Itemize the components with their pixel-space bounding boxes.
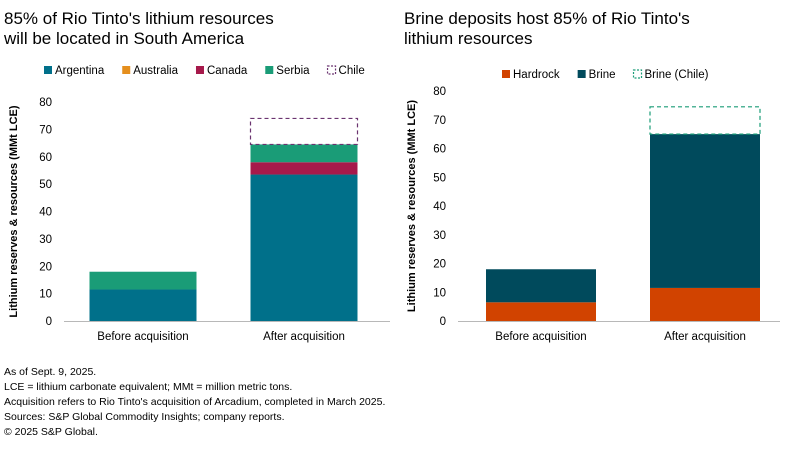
- y-axis-title-left: Lithium reserves & resources (MMt LCE): [8, 105, 20, 317]
- x-category-label-right-1: After acquisition: [664, 331, 746, 343]
- footnote-lce: LCE = lithium carbonate equivalent; MMt …: [4, 381, 293, 393]
- footnotes: As of Sept. 9, 2025. LCE = lithium carbo…: [4, 365, 385, 440]
- legend-label-right-2: Brine (Chile): [645, 69, 709, 81]
- bar-left-1-chile: [249, 117, 359, 146]
- legend-swatch-right-0: [502, 70, 510, 78]
- y-tick-label-right-5: 50: [433, 172, 446, 184]
- x-category-label-left-0: Before acquisition: [97, 331, 188, 343]
- legend-swatch-right-1: [577, 70, 586, 78]
- y-tick-label-left-2: 20: [39, 261, 52, 273]
- bar-right-0-hardrock: [486, 302, 596, 321]
- legend-swatch-left-3: [265, 66, 274, 74]
- bar-left-0-serbia: [89, 271, 197, 290]
- bar-right-1-brine: [650, 134, 760, 288]
- legend-label-left-1: Australia: [133, 65, 178, 77]
- bar-left-1-argentina: [250, 174, 358, 321]
- bar-right-1-hardrock: [650, 287, 760, 321]
- chart-title-right: Brine deposits host 85% of Rio Tinto's l…: [404, 9, 690, 48]
- x-category-label-right-0: Before acquisition: [495, 331, 586, 343]
- y-tick-label-right-8: 80: [433, 86, 446, 98]
- bar-left-0-argentina: [89, 289, 197, 321]
- y-tick-label-left-5: 50: [39, 179, 52, 191]
- legend-label-left-4: Chile: [339, 65, 365, 77]
- legend-swatch-left-4: [326, 65, 337, 75]
- legend-swatch-left-0: [44, 66, 52, 74]
- bar-left-1-serbia: [250, 144, 358, 163]
- y-tick-label-left-0: 0: [46, 316, 52, 328]
- y-tick-label-left-7: 70: [39, 124, 52, 136]
- footnote-acquisition: Acquisition refers to Rio Tinto's acquis…: [4, 396, 386, 408]
- y-tick-label-left-1: 10: [39, 289, 52, 301]
- footnote-copyright: © 2025 S&P Global.: [4, 426, 98, 438]
- y-tick-label-right-2: 20: [433, 259, 446, 271]
- legend-swatch-left-2: [195, 66, 204, 74]
- y-tick-label-right-1: 10: [433, 287, 446, 299]
- y-tick-label-left-8: 80: [39, 97, 52, 109]
- legend-swatch-right-2: [632, 69, 643, 79]
- y-tick-label-right-7: 70: [433, 115, 446, 127]
- legend-label-right-0: Hardrock: [513, 69, 560, 81]
- chart-title-left: 85% of Rio Tinto's lithium resources wil…: [4, 9, 274, 48]
- y-tick-label-right-3: 30: [433, 230, 446, 242]
- legend-label-left-2: Canada: [207, 65, 248, 77]
- y-tick-label-left-6: 60: [39, 152, 52, 164]
- x-category-label-left-1: After acquisition: [263, 331, 345, 343]
- bar-right-0-brine: [486, 269, 596, 303]
- bar-right-1-brine-chile-: [649, 106, 761, 135]
- y-tick-label-left-4: 40: [39, 207, 52, 219]
- legend-label-left-0: Argentina: [55, 65, 105, 77]
- y-tick-label-right-6: 60: [433, 144, 446, 156]
- legend-swatch-left-1: [122, 66, 131, 74]
- y-tick-label-left-3: 30: [39, 234, 52, 246]
- y-tick-label-right-4: 40: [433, 201, 446, 213]
- bar-left-1-canada: [250, 162, 358, 175]
- footnote-sources: Sources: S&P Global Commodity Insights; …: [4, 411, 285, 423]
- y-axis-title-right: Lithium reserves & resources (MMt LCE): [406, 100, 418, 312]
- legend-label-right-1: Brine: [589, 69, 616, 81]
- legend-label-left-3: Serbia: [276, 65, 310, 77]
- footnote-date: As of Sept. 9, 2025.: [4, 366, 97, 378]
- y-tick-label-right-0: 0: [440, 316, 446, 328]
